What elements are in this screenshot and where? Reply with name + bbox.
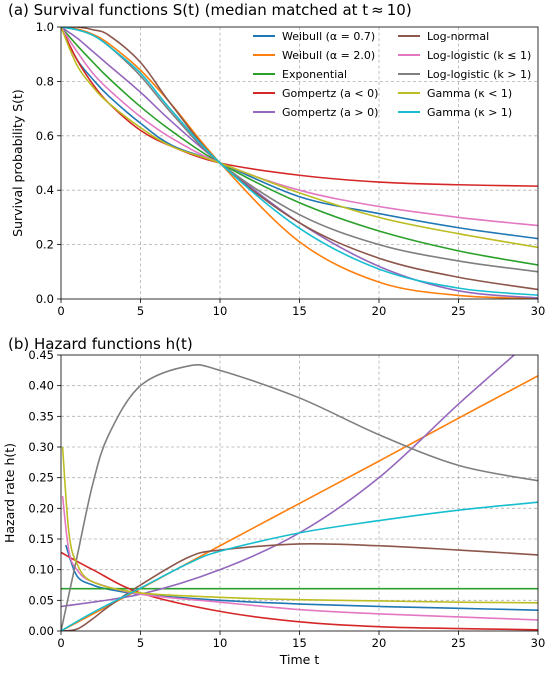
- y-tick-label: 0.15: [28, 532, 54, 546]
- x-tick-label: 15: [292, 636, 307, 650]
- series-line-log-normal: [61, 27, 538, 291]
- legend-label: Exponential: [282, 68, 347, 81]
- x-tick-label: 25: [451, 636, 466, 650]
- series-line-gamma-1: [61, 446, 538, 604]
- series-line-log-logistic-k-1: [61, 27, 538, 227]
- y-tick-label: 0.4: [36, 183, 54, 197]
- survival-panel: (a) Survival functions S(t) (median matc…: [8, 1, 545, 318]
- hazard-y-axis-label: Hazard rate h(t): [2, 443, 17, 543]
- x-tick-label: 0: [57, 636, 64, 650]
- legend-label: Gamma (κ > 1): [427, 106, 512, 119]
- legend-label: Gamma (κ < 1): [427, 87, 512, 100]
- legend-label: Gompertz (a > 0): [282, 106, 378, 119]
- series-line-log-logistic-k-1: [61, 495, 538, 621]
- y-tick-label: 0.35: [28, 409, 54, 423]
- y-tick-label: 0.2: [36, 238, 54, 252]
- legend-label: Log-normal: [427, 30, 489, 43]
- survival-legend: Weibull (α = 0.7) Weibull (α = 2.0) Expone…: [253, 30, 531, 119]
- series-line-gompertz-a-0: [61, 551, 538, 631]
- x-tick-label: 15: [292, 304, 307, 318]
- x-tick-label: 20: [372, 304, 387, 318]
- series-line-weibull-0-7: [65, 544, 538, 611]
- y-tick-label: 0.6: [36, 129, 54, 143]
- series-line-gamma-1: [61, 27, 538, 249]
- legend-label: Weibull (α = 0.7): [282, 30, 375, 43]
- x-tick-label: 30: [531, 304, 546, 318]
- series-line-log-logistic-k-1: [61, 364, 538, 631]
- x-tick-label: 30: [531, 636, 546, 650]
- x-tick-label: 10: [213, 636, 228, 650]
- y-tick-label: 0.40: [28, 379, 54, 393]
- series-line-gamma-1: [61, 27, 538, 296]
- y-tick-label: 0.45: [28, 348, 54, 362]
- hazard-x-axis-label: Time t: [279, 652, 320, 667]
- survival-y-axis-label: Survival probability S(t): [10, 89, 25, 237]
- legend-label: Weibull (α = 2.0): [282, 49, 375, 62]
- x-tick-label: 10: [213, 304, 228, 318]
- survival-title: (a) Survival functions S(t) (median matc…: [8, 1, 412, 19]
- x-tick-label: 5: [137, 636, 144, 650]
- y-tick-label: 1.0: [36, 20, 54, 34]
- y-tick-label: 0.00: [28, 624, 54, 638]
- y-tick-label: 0.30: [28, 440, 54, 454]
- x-tick-label: 5: [137, 304, 144, 318]
- y-tick-label: 0.8: [36, 74, 54, 88]
- x-tick-label: 20: [372, 636, 387, 650]
- hazard-panel: (b) Hazard functions h(t) 0 5 10 15 20 25 30 0.…: [2, 335, 545, 667]
- legend-label: Log-logistic (k > 1): [427, 68, 531, 81]
- series-line-gamma-1: [61, 501, 538, 631]
- x-tick-label: 0: [57, 304, 64, 318]
- legend-label: Gompertz (a < 0): [282, 87, 378, 100]
- y-tick-label: 0.25: [28, 471, 54, 485]
- x-tick-label: 25: [451, 304, 466, 318]
- y-tick-label: 0.0: [36, 292, 54, 306]
- y-tick-label: 0.10: [28, 563, 54, 577]
- hazard-title: (b) Hazard functions h(t): [8, 335, 193, 353]
- series-line-log-normal: [61, 542, 538, 631]
- y-tick-label: 0.20: [28, 501, 54, 515]
- legend-label: Log-logistic (k ≤ 1): [427, 49, 531, 62]
- series-line-exponential: [61, 27, 538, 266]
- y-tick-label: 0.05: [28, 593, 54, 607]
